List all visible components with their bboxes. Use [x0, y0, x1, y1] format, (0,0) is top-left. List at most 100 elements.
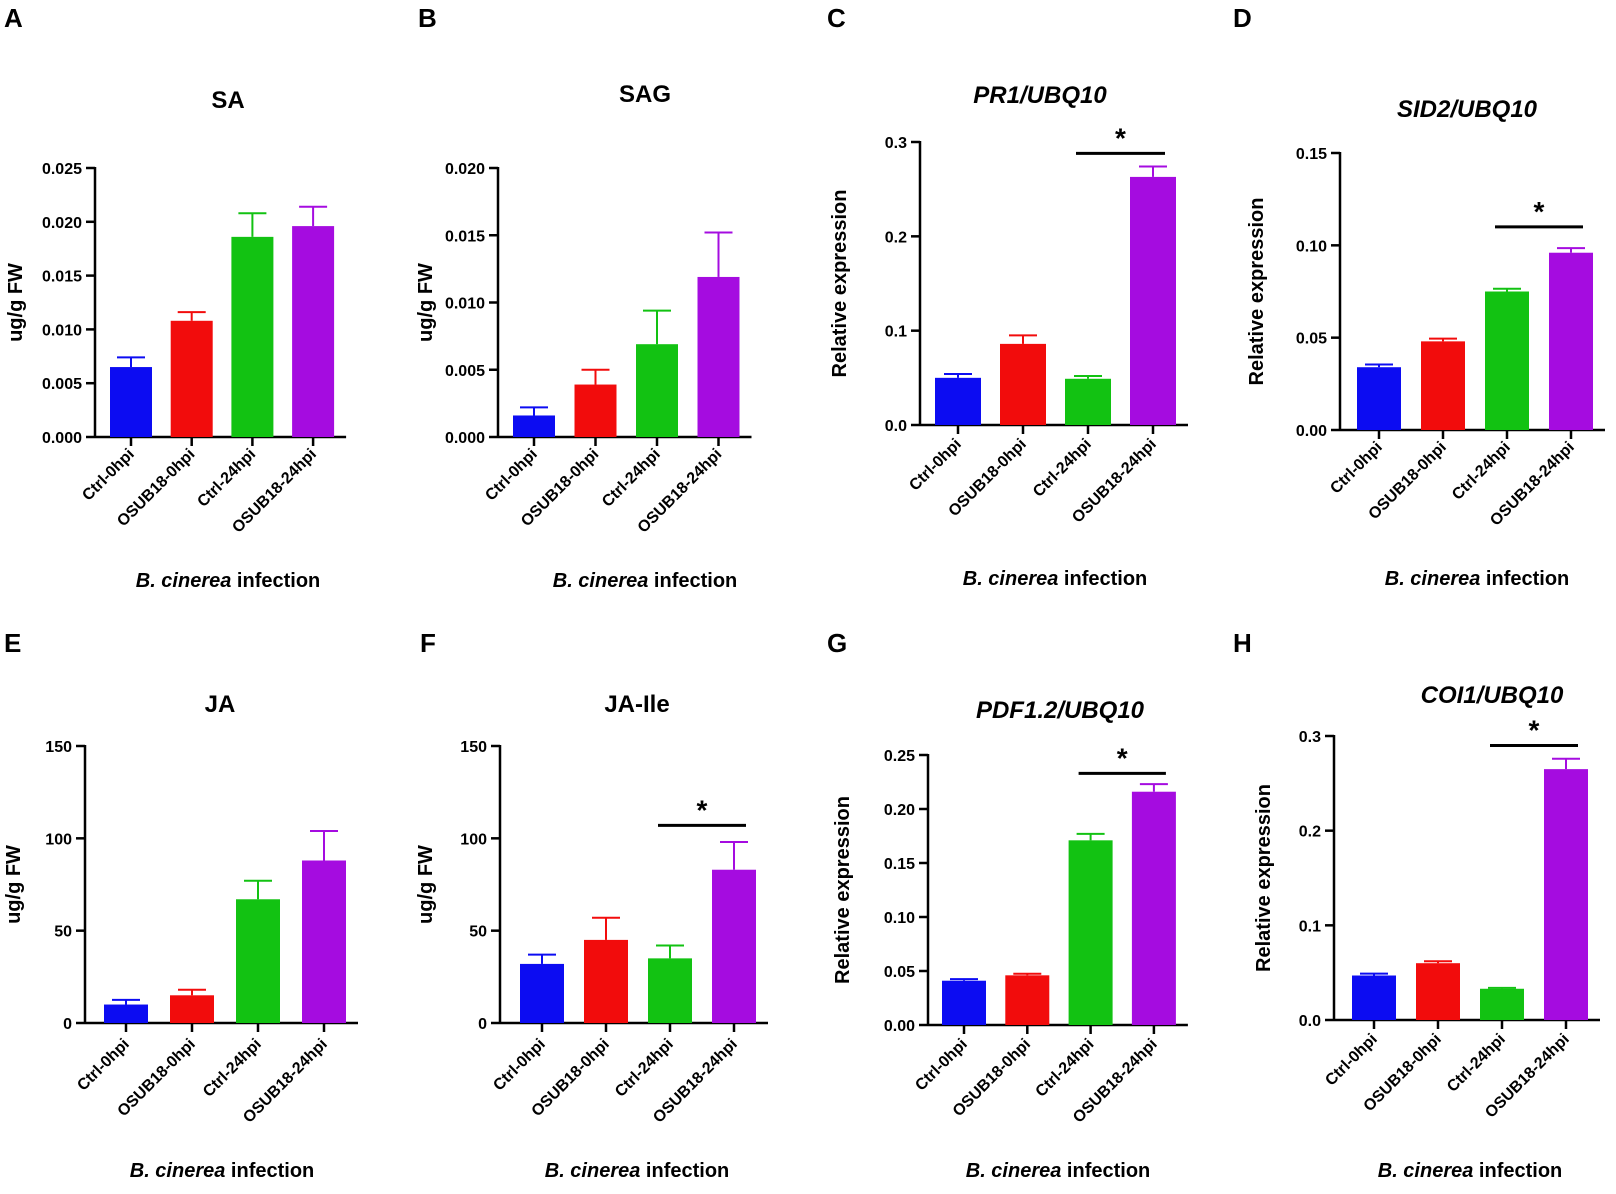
y-tick-label: 0.15: [1296, 146, 1327, 163]
chart-panel-h: H COI1/UBQ10 Relative expression 0.0 0.1 0.2 0…: [1233, 628, 1600, 1182]
bar: [513, 415, 555, 437]
chart-title: SA: [211, 87, 244, 114]
y-tick-label: 0.05: [884, 964, 915, 981]
y-tick-label: 0.020: [42, 215, 82, 232]
y-tick-label: 0.00: [884, 1018, 915, 1035]
y-tick-label: 0.0: [1299, 1013, 1321, 1030]
x-axis-label-species: B. cinerea: [966, 1160, 1062, 1182]
x-axis-label-rest: infection: [1061, 1160, 1150, 1182]
bar: [942, 980, 986, 1025]
panel-letter: D: [1233, 3, 1252, 33]
bar: [636, 344, 678, 437]
significance-star: *: [697, 794, 708, 825]
y-tick-label: 0.1: [1299, 918, 1321, 935]
y-tick-label: 0.2: [885, 229, 907, 246]
y-tick-label: 50: [469, 924, 487, 941]
y-tick-label: 0.010: [445, 296, 485, 313]
x-axis-label-species: B. cinerea: [136, 570, 232, 592]
panel-letter: A: [4, 3, 23, 33]
bar: [1549, 252, 1593, 430]
chart-panel-a: A SA ug/g FW 0.000 0.005 0.010 0.015 0.020 0.025…: [4, 3, 347, 592]
category-label: Ctrl-0hpi: [490, 1036, 549, 1095]
panel-letter: E: [4, 628, 21, 658]
y-axis-label: ug/g FW: [415, 263, 437, 342]
significance-star: *: [1115, 122, 1126, 153]
bar: [1000, 343, 1046, 425]
y-axis-label: Relative expression: [1246, 198, 1268, 386]
bar: [648, 958, 692, 1023]
y-tick-label: 0.3: [1299, 729, 1321, 746]
y-axis-label: Relative expression: [1253, 784, 1275, 972]
bar: [170, 995, 214, 1023]
bar: [1130, 176, 1176, 425]
y-axis-label: ug/g FW: [3, 845, 25, 924]
bar: [104, 1004, 148, 1023]
category-label: Ctrl-24hpi: [1030, 436, 1095, 501]
chart-panel-d: D SID2/UBQ10 Relative expression 0.00 0.05 0.…: [1233, 3, 1605, 590]
chart-title: PR1/UBQ10: [973, 82, 1107, 109]
y-tick-label: 0.0: [885, 418, 907, 435]
bar: [1544, 769, 1588, 1020]
significance-star: *: [1529, 714, 1540, 745]
chart-panel-b: B SAG ug/g FW 0.000 0.005 0.010 0.015 0.020 Ctrl…: [415, 3, 752, 592]
bar: [1421, 341, 1465, 430]
y-tick-label: 0.015: [445, 228, 485, 245]
bar: [935, 377, 981, 425]
y-tick-label: 0.00: [1296, 423, 1327, 440]
category-label: Ctrl-24hpi: [599, 446, 664, 511]
y-tick-label: 50: [54, 924, 72, 941]
bar: [292, 226, 335, 437]
y-tick-label: 0.3: [885, 135, 907, 152]
chart-title: JA-Ile: [604, 691, 669, 718]
x-axis-label: B. cinerea infection: [963, 568, 1148, 590]
y-tick-label: 0.025: [42, 161, 82, 178]
y-tick-label: 0.25: [884, 748, 915, 765]
bar: [1131, 791, 1176, 1025]
y-tick-label: 100: [45, 831, 72, 848]
y-tick-label: 0.2: [1299, 824, 1321, 841]
bar: [1005, 975, 1050, 1025]
panel-letter: H: [1233, 628, 1252, 658]
category-label: Ctrl-24hpi: [1449, 439, 1514, 504]
bar: [110, 367, 152, 437]
y-tick-label: 0.20: [884, 802, 915, 819]
y-tick-label: 0.10: [884, 910, 915, 927]
bar: [170, 320, 213, 437]
bar: [236, 899, 280, 1023]
chart-title: JA: [205, 691, 236, 718]
x-axis-label-species: B. cinerea: [545, 1160, 641, 1182]
y-tick-label: 0: [63, 1016, 72, 1033]
x-axis-label-rest: infection: [648, 570, 737, 592]
bar: [697, 276, 740, 437]
y-tick-label: 0.000: [445, 430, 485, 447]
y-tick-label: 0.005: [445, 363, 485, 380]
bar: [1480, 988, 1524, 1020]
y-tick-label: 0.015: [42, 269, 82, 286]
x-axis-label: B. cinerea infection: [553, 570, 738, 592]
x-axis-label: B. cinerea infection: [136, 570, 321, 592]
category-label: Ctrl-0hpi: [1327, 439, 1386, 498]
bar: [302, 860, 346, 1023]
bar: [584, 939, 628, 1023]
y-axis-label: Relative expression: [829, 190, 851, 378]
chart-title: SAG: [619, 81, 671, 108]
x-axis-label-species: B. cinerea: [1385, 568, 1481, 590]
bar: [1352, 975, 1396, 1020]
y-tick-label: 0.020: [445, 161, 485, 178]
y-tick-label: 0.010: [42, 322, 82, 339]
y-tick-label: 0.000: [42, 430, 82, 447]
category-label: Ctrl-0hpi: [482, 446, 541, 505]
category-label: Ctrl-24hpi: [612, 1036, 677, 1101]
x-axis-label-rest: infection: [225, 1160, 314, 1182]
y-axis-label: ug/g FW: [5, 263, 27, 342]
x-axis-label: B. cinerea infection: [545, 1160, 730, 1182]
y-tick-label: 0.005: [42, 376, 82, 393]
y-tick-label: 0.1: [885, 324, 907, 341]
x-axis-label-rest: infection: [1058, 568, 1147, 590]
y-tick-label: 150: [460, 739, 487, 756]
bar: [1357, 367, 1401, 430]
y-tick-label: 0.15: [884, 856, 915, 873]
x-axis-label-species: B. cinerea: [130, 1160, 226, 1182]
